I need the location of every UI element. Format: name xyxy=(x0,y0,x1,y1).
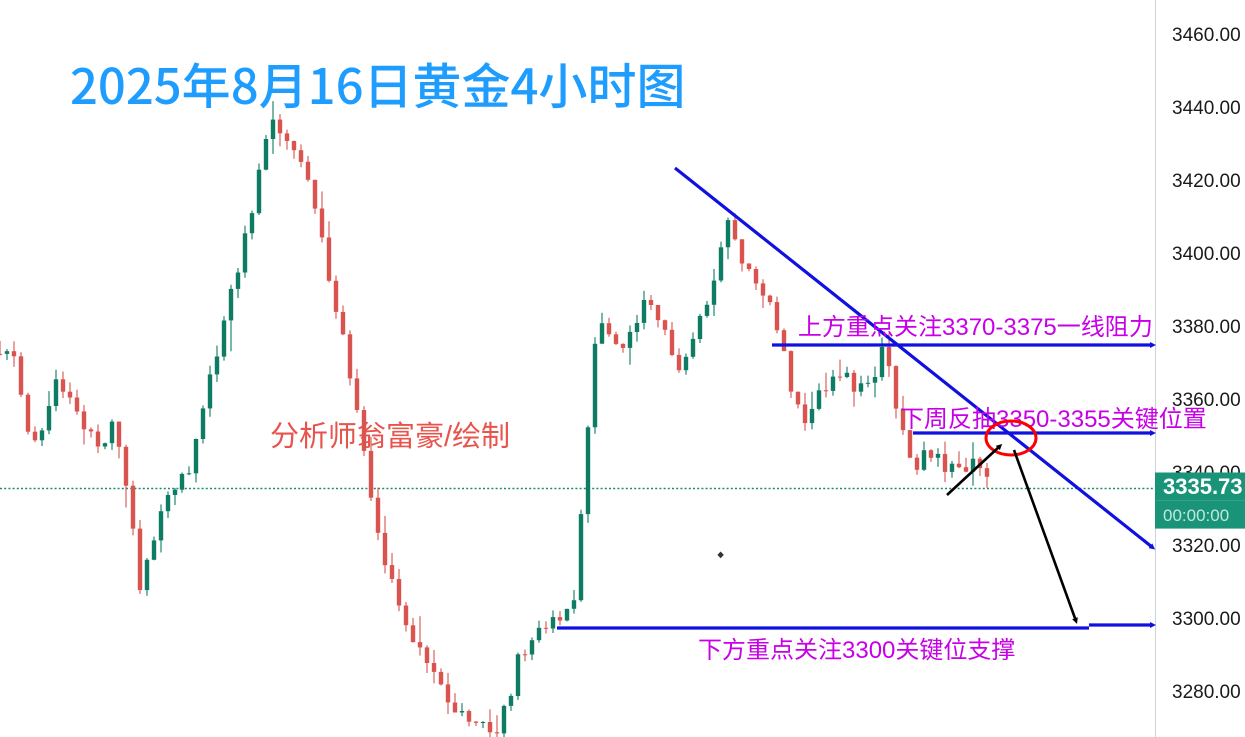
svg-text:3420.00: 3420.00 xyxy=(1172,171,1241,192)
svg-text:3400.00: 3400.00 xyxy=(1172,244,1241,265)
svg-text:3460.00: 3460.00 xyxy=(1172,25,1241,46)
svg-text:上方重点关注3370-3375一线阻力: 上方重点关注3370-3375一线阻力 xyxy=(798,314,1153,341)
svg-text:下方重点关注3300关键位支撑: 下方重点关注3300关键位支撑 xyxy=(698,637,1015,664)
svg-text:2025年8月16日黄金4小时图: 2025年8月16日黄金4小时图 xyxy=(70,48,685,119)
svg-text:00:00:00: 00:00:00 xyxy=(1163,506,1229,525)
svg-text:3380.00: 3380.00 xyxy=(1172,317,1241,338)
svg-text:3440.00: 3440.00 xyxy=(1172,98,1241,119)
svg-text:3335.73: 3335.73 xyxy=(1163,474,1243,499)
svg-text:3300.00: 3300.00 xyxy=(1172,609,1241,630)
svg-text:下周反抽3350-3355关键位置: 下周反抽3350-3355关键位置 xyxy=(900,406,1207,433)
svg-text:3280.00: 3280.00 xyxy=(1172,682,1241,703)
svg-text:3320.00: 3320.00 xyxy=(1172,536,1241,557)
svg-text:分析师翁富豪/绘制: 分析师翁富豪/绘制 xyxy=(270,421,510,453)
